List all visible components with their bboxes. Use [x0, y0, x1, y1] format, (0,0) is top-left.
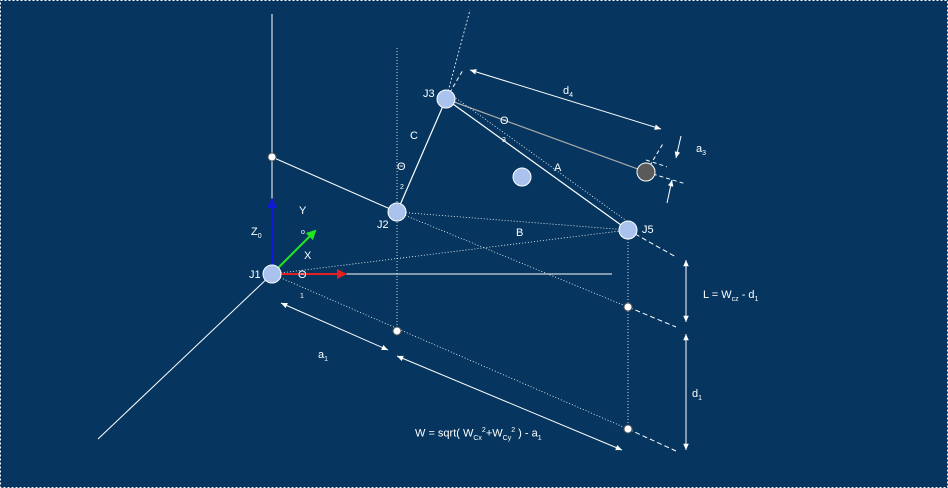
label-a1: a1 [318, 349, 329, 364]
dotted-b-line [396, 211, 629, 231]
label-theta2: Θ [397, 161, 406, 173]
label-l-formula: L = Wcz - d1 [703, 289, 759, 304]
dashed-d4-right [645, 141, 665, 173]
end-effector [636, 162, 656, 182]
label-y-axis: Y [299, 205, 307, 217]
top-point [267, 152, 277, 162]
a1-dimension-arrow [280, 302, 389, 351]
label-z0: Z0 [251, 226, 262, 241]
label-j5: J5 [642, 224, 654, 236]
label-a3: a3 [696, 143, 707, 158]
joint-j3 [436, 89, 456, 109]
label-j1: J1 [249, 269, 261, 281]
label-theta3: Θ [500, 115, 509, 127]
a3-arrow-top [674, 135, 682, 159]
dashed-ext-mid [627, 306, 677, 328]
joint-j2 [387, 202, 407, 222]
joint-j1 [262, 264, 282, 284]
j2-projection-point [392, 326, 402, 336]
label-link-b: B [516, 227, 524, 239]
label-d1: d1 [692, 388, 703, 403]
dashed-d4-left [445, 69, 464, 100]
a3-arrow-bottom [666, 179, 674, 204]
j3-extension [445, 9, 471, 100]
joint-j5 [618, 220, 638, 240]
label-j3: J3 [423, 88, 435, 100]
link-j3-end-effector [445, 98, 647, 173]
label-link-c: C [410, 130, 418, 142]
j5-projection-point [623, 302, 633, 312]
label-theta1-sub: 1 [300, 293, 304, 300]
label-small-o: o [301, 229, 305, 236]
y-axis-arrow [271, 229, 317, 275]
dashed-ext-bottom [627, 428, 677, 452]
label-theta3-sub: 3 [502, 137, 506, 144]
label-theta2-sub: 2 [400, 184, 404, 191]
d4-dimension-arrow [469, 69, 662, 130]
joint-j4 [512, 167, 532, 187]
label-d4: d4 [563, 85, 574, 100]
dotted-j2-to-projection [396, 211, 629, 308]
label-j2: J2 [377, 219, 389, 231]
link-j1-j2 [271, 156, 398, 213]
label-link-a: A [554, 162, 562, 174]
label-theta1: Θ [298, 269, 307, 281]
dashed-a3-top [645, 159, 668, 168]
dotted-j1-j5 [271, 229, 629, 275]
wrist-floor-point [623, 424, 633, 434]
link-j3-j5 [445, 98, 629, 231]
label-x-axis: X [304, 250, 312, 262]
diagonal-base-axis [97, 273, 273, 440]
label-w-formula: W = sqrt( WCx2+WCy2 ) - a1 [415, 427, 542, 442]
link-c [396, 98, 447, 213]
dotted-a-line [445, 90, 629, 223]
w-dimension-arrow [396, 355, 623, 451]
